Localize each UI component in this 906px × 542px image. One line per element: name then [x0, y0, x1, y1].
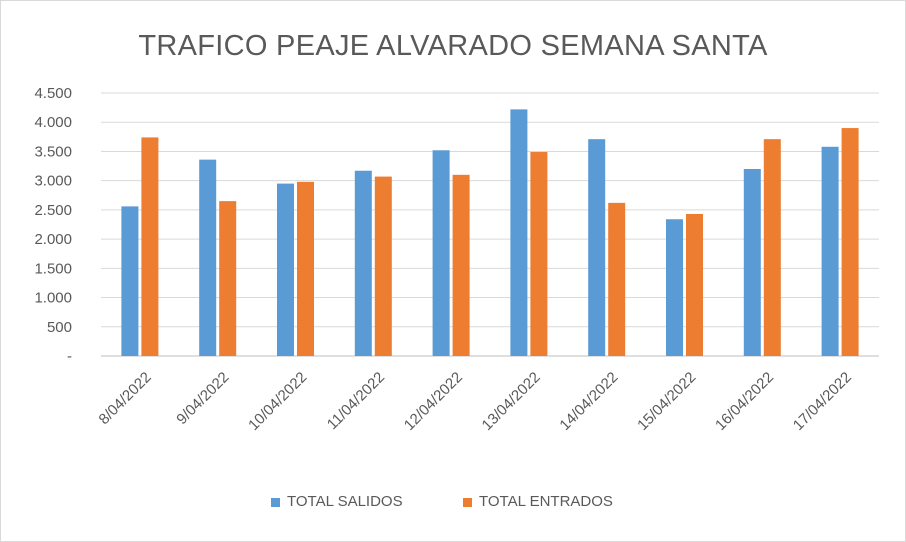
y-tick-label: 4.500 — [34, 85, 72, 102]
y-tick-label: 2.000 — [34, 231, 72, 248]
bar-salidos — [821, 146, 839, 356]
y-tick-label: 4.000 — [34, 114, 72, 131]
bar-entrados — [452, 174, 470, 356]
bar-salidos — [277, 183, 294, 356]
legend-swatch — [463, 498, 472, 507]
x-tick-label: 15/04/2022 — [634, 369, 699, 434]
x-tick-label: 10/04/2022 — [245, 369, 310, 434]
bar-salidos — [510, 109, 528, 356]
y-tick-label: 3.000 — [34, 173, 72, 190]
chart-title: TRAFICO PEAJE ALVARADO SEMANA SANTA — [138, 30, 768, 62]
bar-entrados — [219, 201, 237, 356]
legend-swatch — [271, 498, 280, 507]
bar-entrados — [608, 202, 626, 356]
legend-label: TOTAL ENTRADOS — [479, 493, 613, 510]
y-tick-label: 2.500 — [34, 202, 72, 219]
bar-salidos — [199, 159, 217, 356]
x-tick-label: 17/04/2022 — [790, 369, 855, 434]
y-tick-label: - — [67, 348, 72, 365]
bar-entrados — [141, 137, 159, 356]
y-tick-label: 1.500 — [34, 260, 72, 277]
bar-salidos — [666, 219, 683, 356]
x-tick-label: 11/04/2022 — [324, 369, 388, 433]
x-tick-label: 14/04/2022 — [556, 369, 621, 434]
x-tick-label: 16/04/2022 — [712, 369, 777, 434]
bar-salidos — [743, 168, 761, 356]
x-tick-label: 9/04/2022 — [173, 369, 232, 428]
x-tick-label: 12/04/2022 — [401, 369, 466, 434]
bar-entrados — [841, 128, 859, 356]
bar-salidos — [432, 150, 450, 356]
bar-entrados — [763, 139, 781, 356]
bar-salidos — [588, 139, 606, 356]
y-tick-label: 500 — [47, 319, 72, 336]
x-tick-label: 8/04/2022 — [96, 369, 155, 428]
bar-entrados — [374, 176, 392, 356]
bar-entrados — [686, 213, 703, 356]
bar-entrados — [530, 152, 548, 356]
bar-salidos — [121, 206, 139, 356]
bar-entrados — [297, 181, 314, 356]
legend-label: TOTAL SALIDOS — [287, 493, 403, 510]
y-tick-label: 1.000 — [34, 290, 72, 307]
x-tick-label: 13/04/2022 — [479, 369, 544, 434]
y-tick-label: 3.500 — [34, 143, 72, 160]
bar-salidos — [354, 170, 372, 356]
